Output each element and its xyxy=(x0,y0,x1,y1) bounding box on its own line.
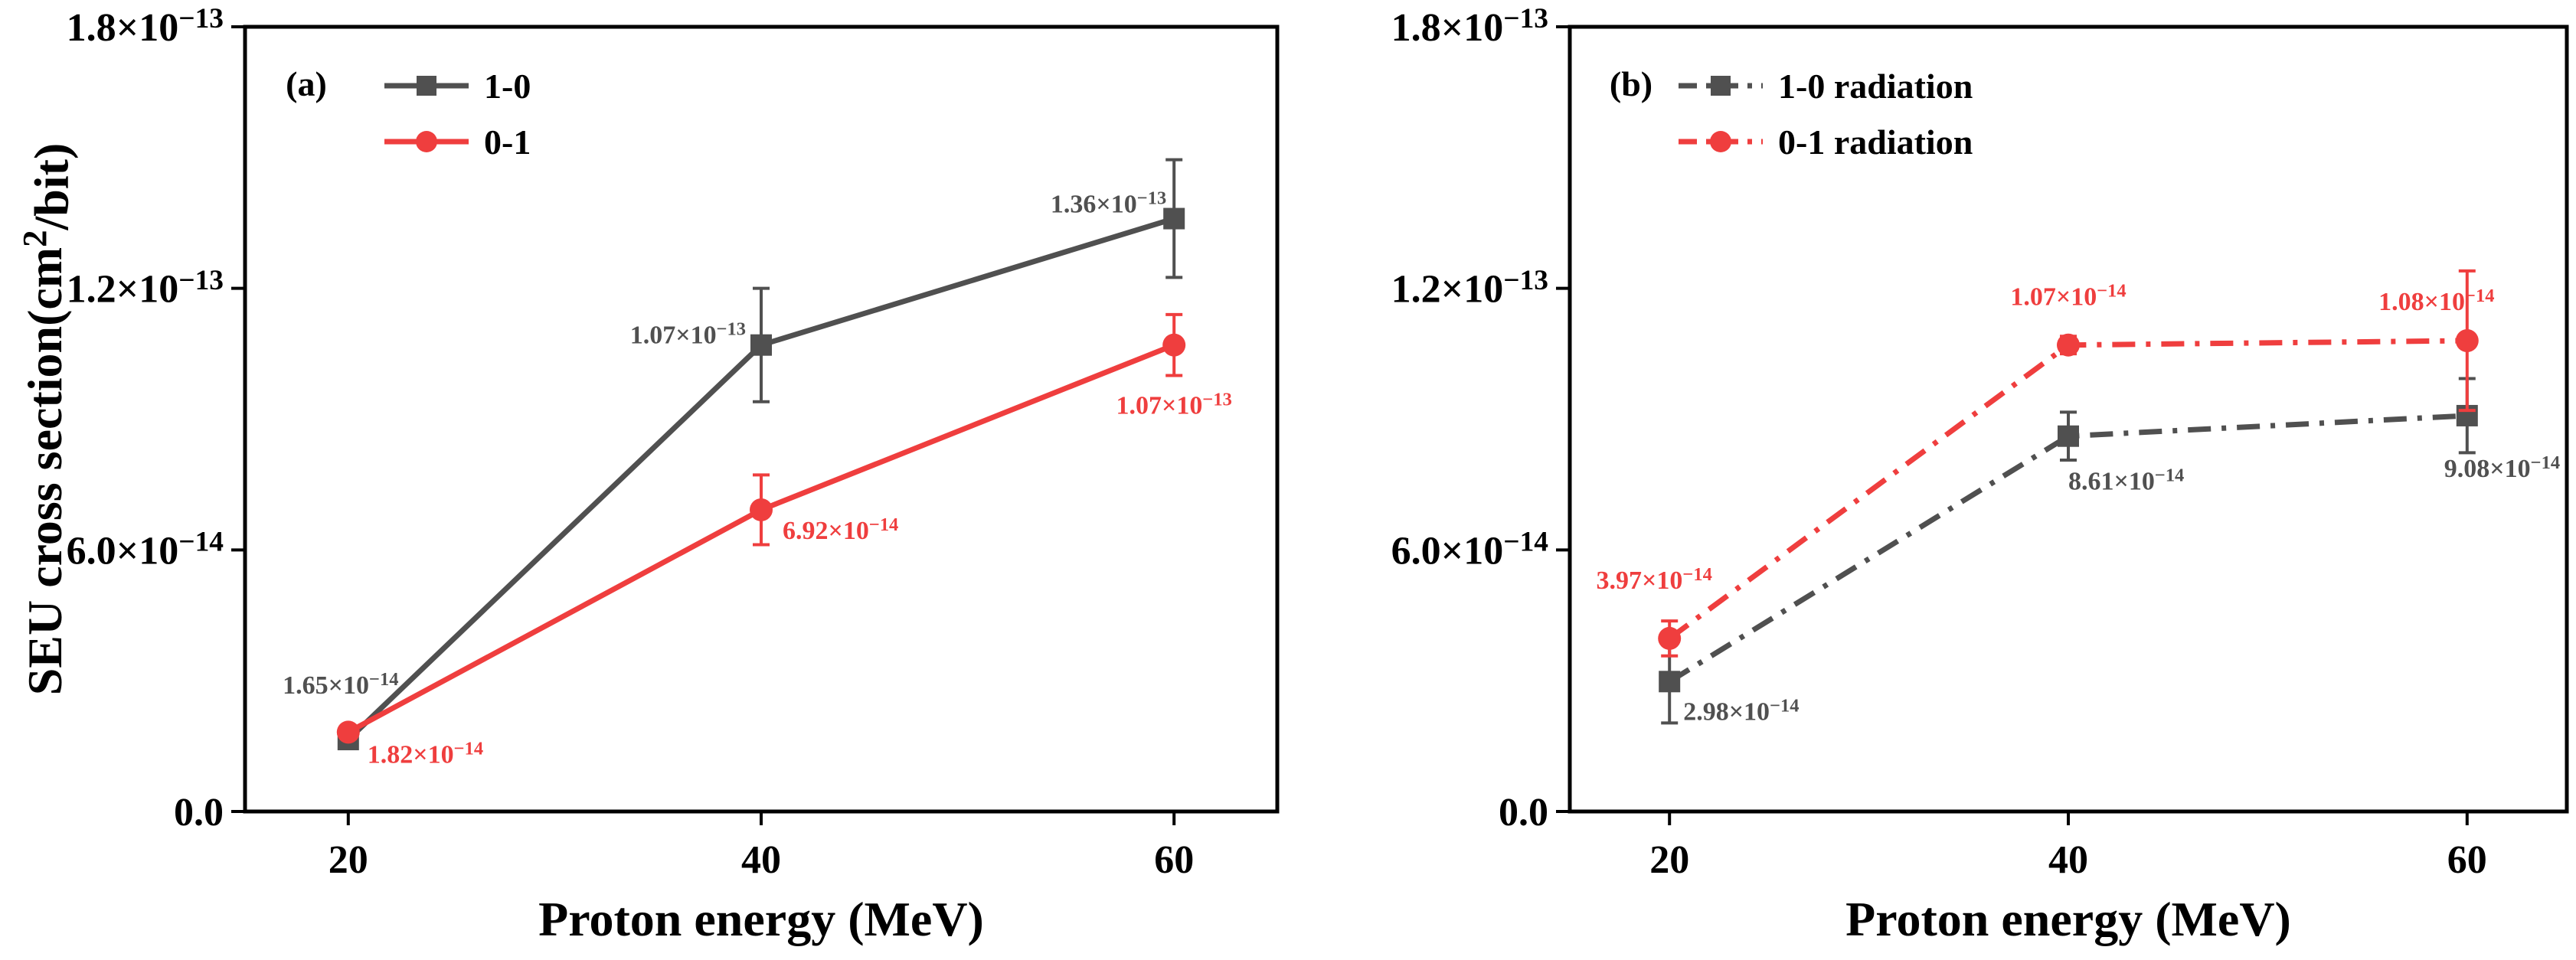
x-axis-title: Proton energy (MeV) xyxy=(1845,892,2291,946)
data-point-circle xyxy=(1162,333,1186,357)
data-label: 1.07×10−13 xyxy=(630,319,746,350)
legend-label: 0-1 radiation xyxy=(1778,122,1973,162)
y-tick-label: 1.2×10−13 xyxy=(1391,265,1548,312)
legend-marker-circle xyxy=(416,131,437,152)
data-label: 6.92×10−14 xyxy=(783,514,898,545)
x-tick-label: 20 xyxy=(1649,838,1689,882)
x-tick-label: 40 xyxy=(741,838,781,882)
x-axis-title: Proton energy (MeV) xyxy=(538,892,984,946)
x-tick-label: 20 xyxy=(329,838,368,882)
y-tick-label: 0.0 xyxy=(174,791,224,834)
series-1-0-radiation: 2.98×10−14 8.61×10−14 9.08×10−14 xyxy=(1659,377,2560,726)
legend: 1-0 radiation 0-1 radiation xyxy=(1679,67,1973,162)
data-point-circle xyxy=(750,498,773,521)
x-tick-label: 40 xyxy=(2048,838,2088,882)
legend-label: 1-0 xyxy=(484,67,531,106)
data-label: 2.98×10−14 xyxy=(1683,695,1799,726)
y-tick-label: 1.8×10−13 xyxy=(1391,3,1548,50)
data-label: 1.82×10−14 xyxy=(368,738,483,769)
panel-b: 0.0 6.0×10−14 1.2×10−13 1.8×10−13 20 40 60 Prot… xyxy=(1391,3,2569,946)
y-tick-label: 6.0×10−14 xyxy=(1391,526,1549,573)
y-tick-label: 6.0×10−14 xyxy=(67,526,224,573)
series-0-1-radiation: 3.97×10−14 1.07×10−14 1.08×10−14 xyxy=(1597,269,2494,658)
data-point-square xyxy=(1659,671,1681,693)
series-1-0: 1.65×10−14 1.07×10−13 1.36×10−13 xyxy=(283,158,1185,751)
data-point-circle xyxy=(336,720,360,744)
data-label: 9.08×10−14 xyxy=(2444,452,2560,483)
data-label: 1.65×10−14 xyxy=(283,669,398,700)
panel-a: 0.0 6.0×10−14 1.2×10−13 1.8×10−13 20 40 60 Prot… xyxy=(15,3,1280,946)
legend-marker-circle xyxy=(1710,131,1731,152)
data-point-circle xyxy=(2057,333,2080,357)
legend-marker-square xyxy=(417,76,436,96)
data-label: 8.61×10−14 xyxy=(2068,465,2184,496)
data-label: 1.07×10−14 xyxy=(2010,281,2126,312)
legend-label: 0-1 xyxy=(484,122,531,162)
data-label: 1.08×10−14 xyxy=(2378,286,2494,316)
y-tick-label: 0.0 xyxy=(1499,791,1548,834)
x-tick-label: 60 xyxy=(1154,838,1194,882)
data-point-circle xyxy=(2455,329,2479,352)
data-point-circle xyxy=(1658,626,1682,650)
data-label: 3.97×10−14 xyxy=(1597,564,1712,595)
y-tick-label: 1.2×10−13 xyxy=(67,265,224,312)
panel-tag: (b) xyxy=(1610,64,1652,103)
y-axis-title: SEU cross section(cm2/bit) xyxy=(15,143,79,696)
y-tick-label: 1.8×10−13 xyxy=(67,3,224,50)
legend: 1-00-1 xyxy=(384,67,531,162)
panel-tag: (a) xyxy=(286,64,327,103)
series-line xyxy=(1668,413,2467,684)
legend-label: 1-0 radiation xyxy=(1778,67,1973,106)
data-label: 1.07×10−13 xyxy=(1116,390,1232,420)
x-tick-label: 60 xyxy=(2447,838,2487,882)
series-0-1: 1.82×10−14 6.92×10−14 1.07×10−13 xyxy=(336,312,1232,769)
data-point-square xyxy=(2058,425,2079,447)
data-label: 1.36×10−13 xyxy=(1051,188,1166,219)
data-point-square xyxy=(750,334,772,356)
legend-marker-square xyxy=(1711,76,1731,96)
data-point-square xyxy=(1163,207,1185,230)
